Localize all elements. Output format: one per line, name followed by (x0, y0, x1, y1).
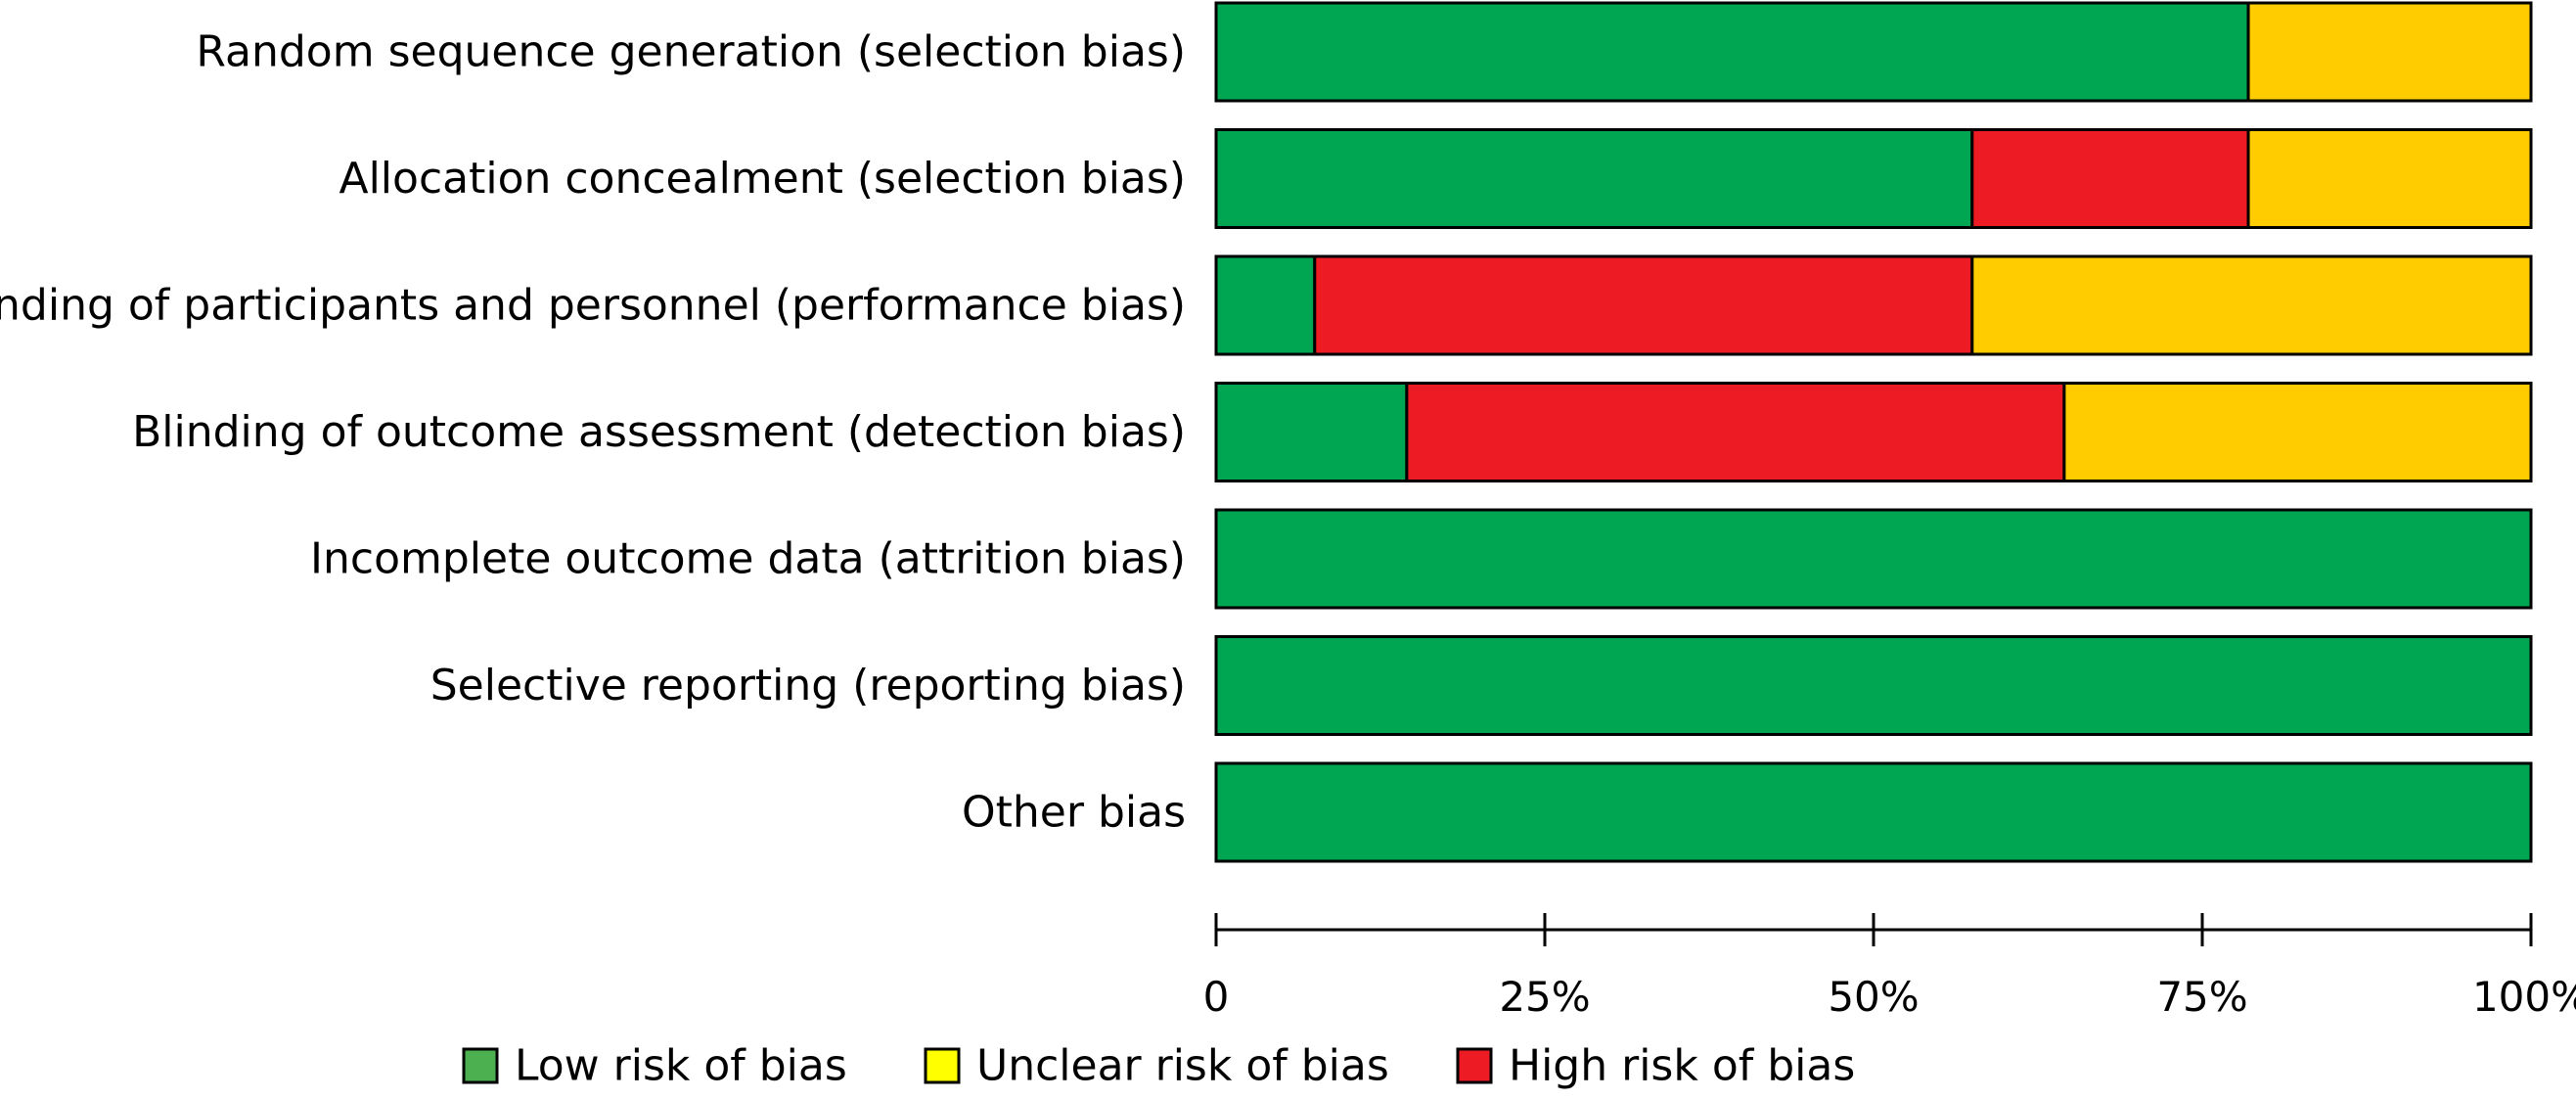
bar-segment-unclear-risk-of-bias-3 (1970, 254, 2533, 356)
bar-segment-unclear-risk-of-bias-4 (2062, 382, 2533, 482)
legend-swatch-high-risk-of-bias (1456, 1047, 1493, 1084)
bar-segment-unclear-risk-of-bias-2 (2246, 128, 2533, 229)
category-label-4: Blinding of outcome assessment (detectio… (132, 407, 1186, 457)
category-label-1: Random sequence generation (selection bi… (196, 27, 1186, 77)
x-tick-label-4: 75% (2156, 973, 2247, 1021)
bar-segment-unclear-risk-of-bias-1 (2246, 1, 2533, 103)
category-label-3: Blinding of participants and personnel (… (0, 281, 1186, 331)
bar-segment-low-risk-of-bias-7 (1214, 761, 2533, 863)
legend: Low risk of bias Unclear risk of bias High… (462, 1041, 1855, 1091)
bar-segment-high-risk-of-bias-2 (1970, 128, 2250, 229)
legend-label-high-risk-of-bias: High risk of bias (1509, 1041, 1855, 1091)
x-axis: 0 25% 50% 75% 100% (1203, 913, 2576, 1021)
x-tick-label-2: 25% (1499, 973, 1590, 1021)
legend-label-low-risk-of-bias: Low risk of bias (515, 1041, 847, 1091)
legend-label-unclear-risk-of-bias: Unclear risk of bias (976, 1041, 1389, 1091)
bar-segment-low-risk-of-bias-6 (1214, 635, 2533, 736)
category-label-2: Allocation concealment (selection bias) (339, 154, 1186, 204)
bar-segment-low-risk-of-bias-3 (1214, 254, 1317, 356)
bar-segment-high-risk-of-bias-4 (1405, 382, 2066, 482)
bar-segment-low-risk-of-bias-4 (1214, 382, 1409, 482)
legend-swatch-unclear-risk-of-bias (924, 1047, 961, 1084)
bar-segment-high-risk-of-bias-3 (1313, 254, 1974, 356)
category-label-5: Incomplete outcome data (attrition bias) (310, 534, 1186, 584)
bars (1214, 1, 2533, 863)
x-tick-label-3: 50% (1828, 973, 1919, 1021)
bar-segment-low-risk-of-bias-2 (1214, 128, 1974, 229)
category-label-7: Other bias (962, 788, 1186, 838)
bar-segment-low-risk-of-bias-5 (1214, 508, 2533, 610)
x-tick-label-1: 0 (1203, 973, 1230, 1021)
category-label-6: Selective reporting (reporting bias) (430, 661, 1186, 710)
bar-segment-low-risk-of-bias-1 (1214, 1, 2250, 103)
x-tick-label-5: 100% (2472, 973, 2576, 1021)
legend-swatch-low-risk-of-bias (462, 1047, 499, 1084)
category-labels: Random sequence generation (selection bi… (0, 27, 1186, 838)
